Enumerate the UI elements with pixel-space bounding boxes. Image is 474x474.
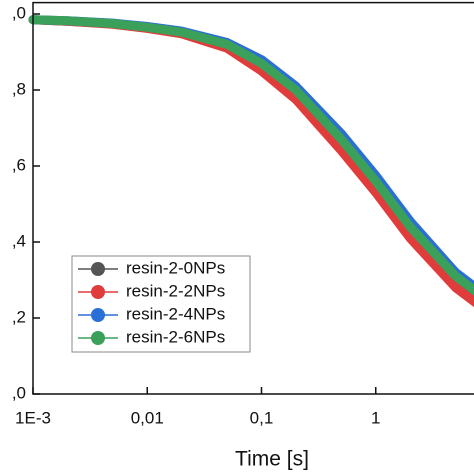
x-tick-label: 1 (371, 408, 380, 427)
legend-label: resin-2-4NPs (126, 304, 225, 323)
legend-marker (91, 331, 105, 345)
legend-marker (91, 308, 105, 322)
x-tick-label: 1E-3 (15, 408, 51, 427)
y-tick-label: ,4 (12, 231, 26, 250)
series-line (28, 15, 474, 296)
legend-label: resin-2-0NPs (126, 258, 225, 277)
y-tick-label: ,8 (12, 79, 26, 98)
y-tick-label: ,2 (12, 307, 26, 326)
y-tick-label: ,6 (12, 155, 26, 174)
y-tick-label: ,0 (12, 3, 26, 22)
plot-frame (32, 1, 474, 395)
legend-label: resin-2-2NPs (126, 281, 225, 300)
x-tick-label: 0,1 (250, 408, 274, 427)
legend-marker (91, 262, 105, 276)
y-tick-label: ,0 (12, 383, 26, 402)
legend-marker (91, 285, 105, 299)
legend: resin-2-0NPs resin-2-2NPs resin-2-4NPs resi… (71, 255, 251, 353)
legend-label: resin-2-6NPs (126, 327, 225, 346)
x-axis-label: Time [s] (235, 448, 309, 471)
x-tick-label: 0,01 (131, 408, 164, 427)
